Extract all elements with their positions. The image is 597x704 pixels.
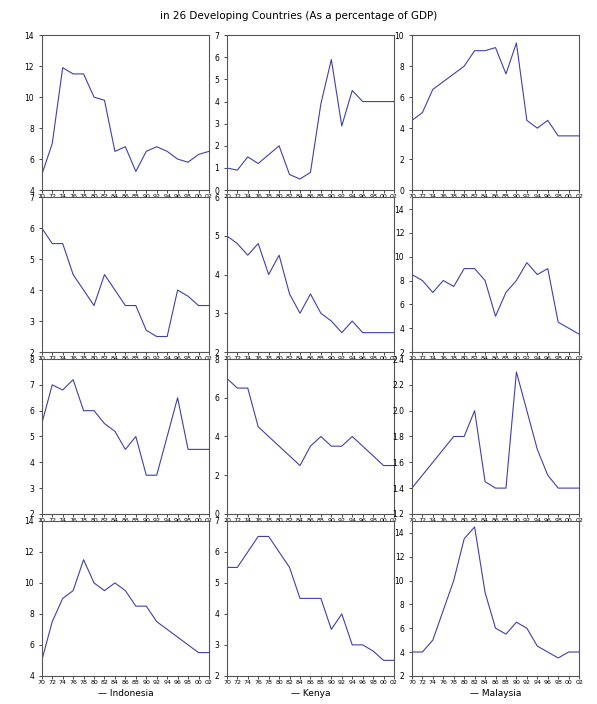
X-axis label: — Costa Rica: — Costa Rica bbox=[281, 365, 340, 375]
Text: in 26 Developing Countries (As a percentage of GDP): in 26 Developing Countries (As a percent… bbox=[160, 11, 437, 20]
X-axis label: — Kenya: — Kenya bbox=[291, 689, 330, 698]
X-axis label: — Malaysia: — Malaysia bbox=[470, 689, 521, 698]
X-axis label: — Fiji: — Fiji bbox=[113, 527, 137, 536]
X-axis label: — Burkina Faso: — Burkina Faso bbox=[276, 203, 345, 213]
X-axis label: — Ghana: — Ghana bbox=[290, 527, 331, 536]
X-axis label: — Colombia: — Colombia bbox=[98, 365, 153, 375]
X-axis label: — Dominican Republic: — Dominican Republic bbox=[444, 365, 547, 375]
X-axis label: — India: — India bbox=[478, 527, 513, 536]
X-axis label: — Indonesia: — Indonesia bbox=[97, 689, 153, 698]
X-axis label: — Bostwana: — Bostwana bbox=[97, 203, 153, 213]
X-axis label: — Cameroon: — Cameroon bbox=[466, 203, 525, 213]
